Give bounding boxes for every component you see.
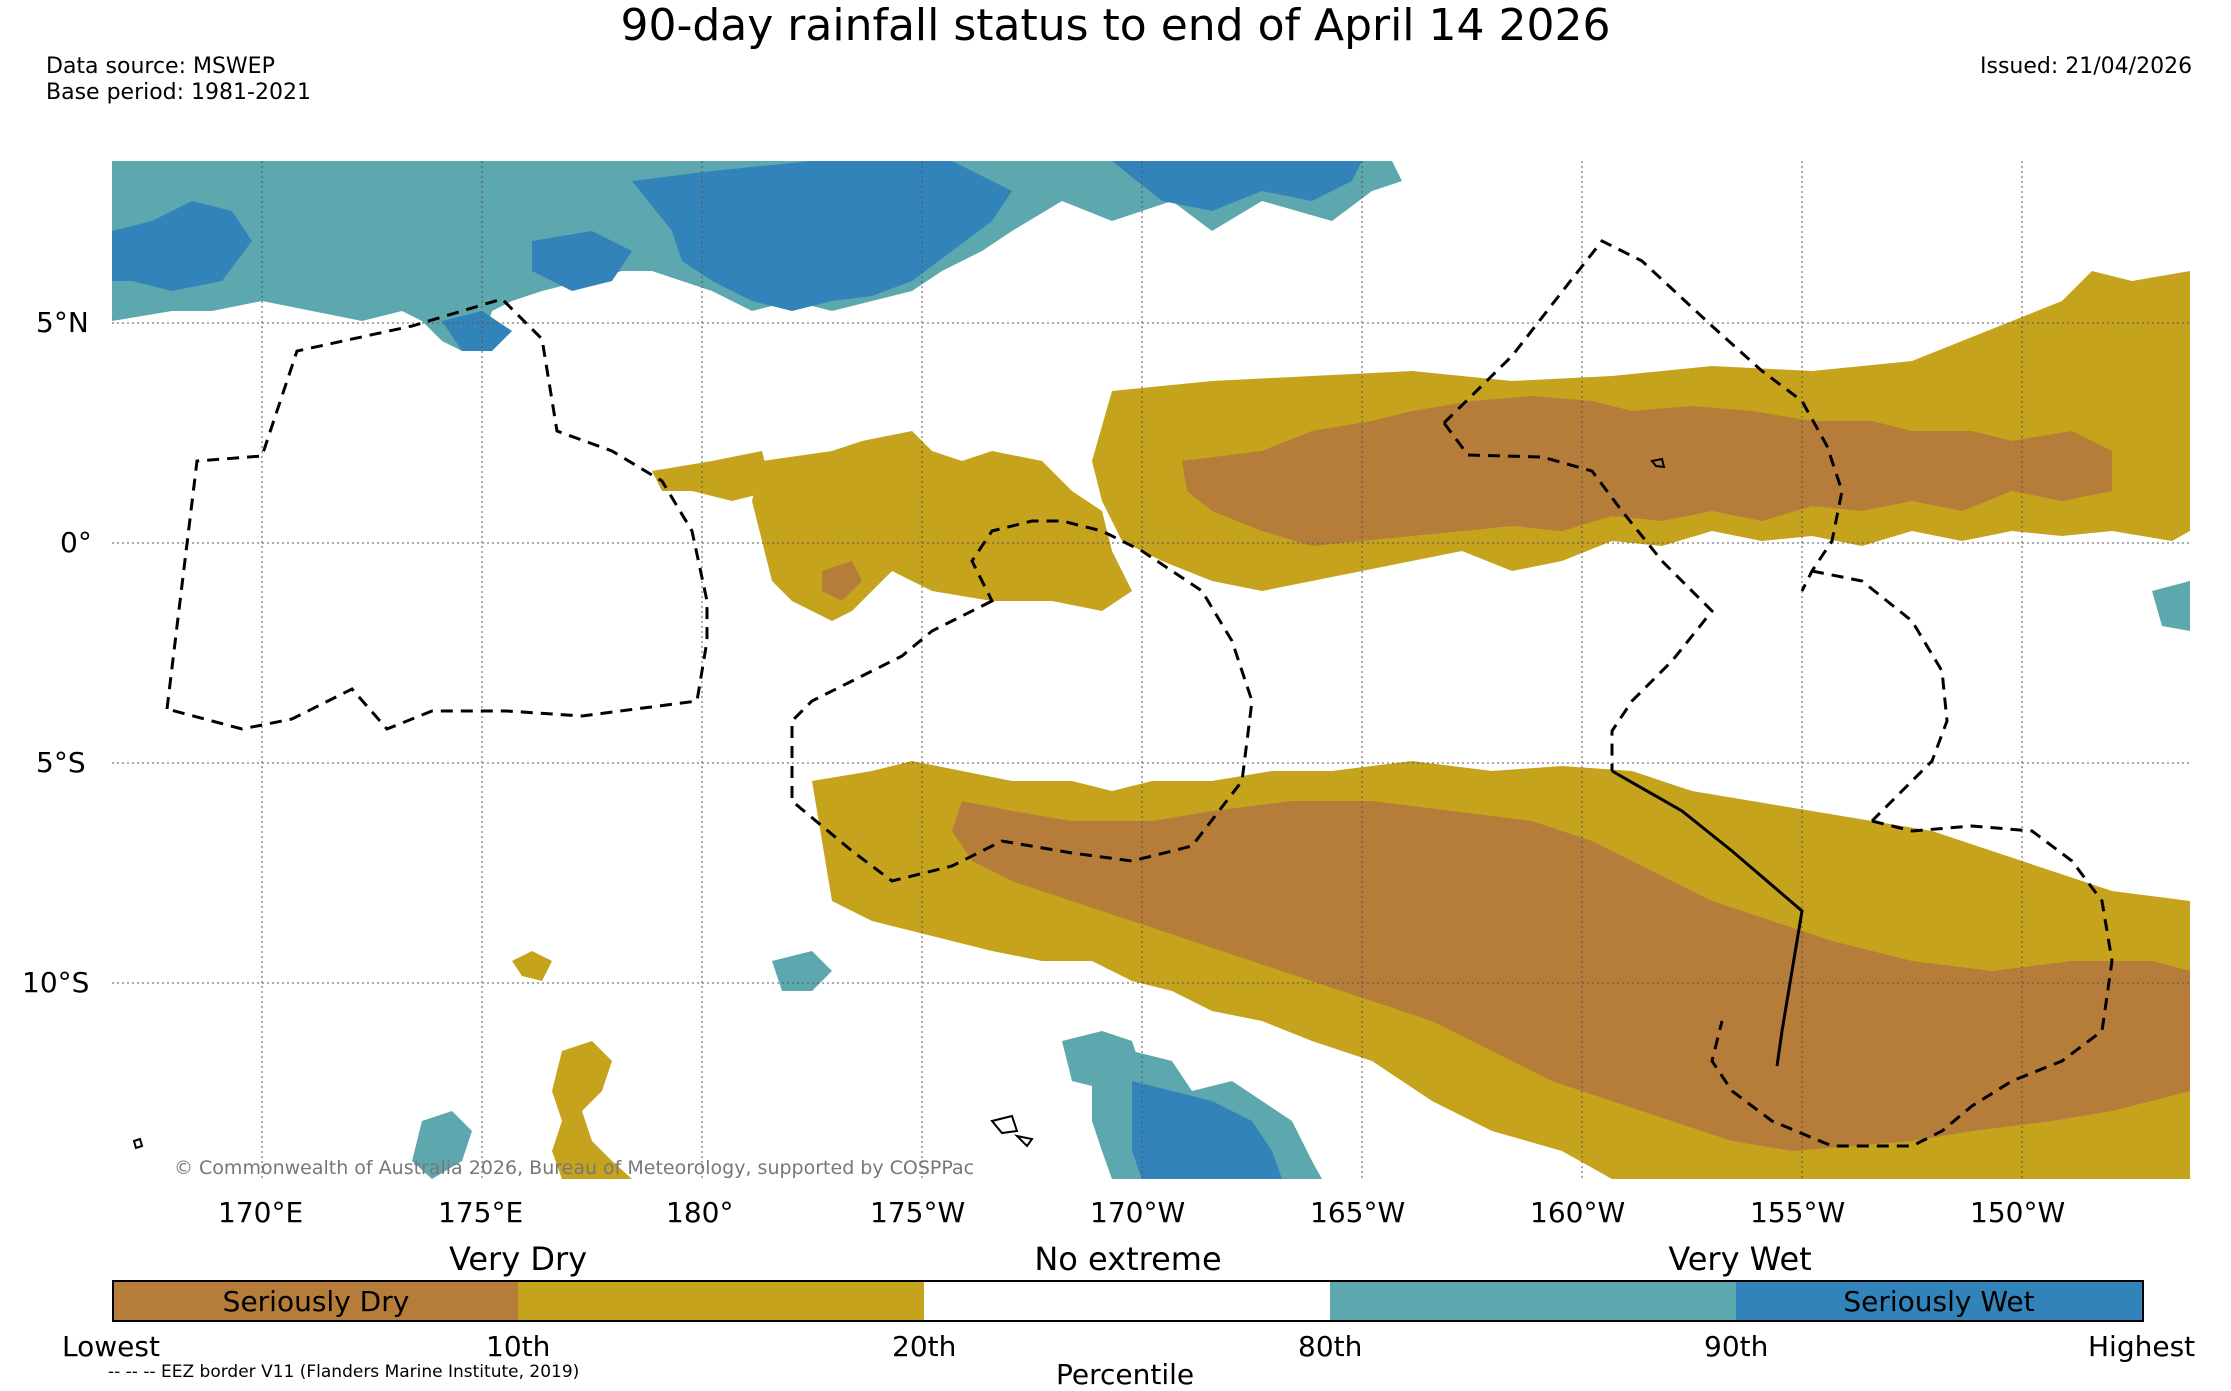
eez-solid-boundary (1611, 769, 1804, 1067)
dry-region-south (812, 761, 2190, 1179)
legend-class-seriously-dry: Seriously Dry (112, 1280, 520, 1322)
dry-region-equatorial (1092, 271, 2190, 591)
lon-label-170w: 170°W (1090, 1196, 1186, 1229)
lon-label-150w: 150°W (1970, 1196, 2066, 1229)
issued-date: Issued: 21/04/2026 (1980, 54, 2193, 79)
percentile-10th: 10th (486, 1330, 551, 1363)
legend-class-seriously-wet: Seriously Wet (1736, 1280, 2144, 1322)
lat-label-10s: 10°S (22, 966, 90, 999)
legend-category-very-dry: Very Dry (448, 1240, 588, 1278)
legend-category-no-extreme: No extreme (1034, 1240, 1222, 1278)
dry-region-southwest (512, 951, 632, 1179)
graticule (112, 161, 2190, 1179)
wet-region-north (112, 161, 1402, 351)
eez-note: -- -- -- EEZ border V11 (Flanders Marine… (108, 1362, 580, 1382)
data-source: Data source: MSWEP (46, 54, 275, 79)
legend-axis-label: Percentile (1056, 1358, 1195, 1391)
lon-label-170e: 170°E (218, 1196, 304, 1229)
dry-region-central (652, 431, 1132, 621)
island-outlines (132, 457, 1666, 1150)
legend-category-very-wet: Very Wet (1668, 1240, 1812, 1278)
legend-class-no-extreme (924, 1280, 1332, 1322)
lon-label-175w: 175°W (870, 1196, 966, 1229)
percentile-90th: 90th (1704, 1330, 1769, 1363)
lat-label-5s: 5°S (36, 746, 86, 779)
map-title: 90-day rainfall status to end of April 1… (620, 0, 1611, 51)
percentile-highest: Highest (2088, 1330, 2196, 1363)
base-period: Base period: 1981-2021 (46, 80, 311, 105)
legend-class-very-wet (1330, 1280, 1738, 1322)
lat-label-5n: 5°N (36, 306, 89, 339)
percentile-80th: 80th (1298, 1330, 1363, 1363)
legend-class-very-dry (518, 1280, 926, 1322)
lon-label-160w: 160°W (1530, 1196, 1626, 1229)
percentile-lowest: Lowest (62, 1330, 160, 1363)
copyright-notice: © Commonwealth of Australia 2026, Bureau… (174, 1157, 974, 1179)
eez-borders (165, 239, 2114, 1148)
wet-region-south (412, 581, 2190, 1179)
rainfall-map: © Commonwealth of Australia 2026, Bureau… (112, 161, 2190, 1179)
percentile-20th: 20th (892, 1330, 957, 1363)
lon-label-165w: 165°W (1310, 1196, 1406, 1229)
lon-label-175e: 175°E (438, 1196, 524, 1229)
lat-label-0: 0° (60, 526, 92, 559)
lon-label-155w: 155°W (1750, 1196, 1846, 1229)
lon-label-180: 180° (666, 1196, 734, 1229)
